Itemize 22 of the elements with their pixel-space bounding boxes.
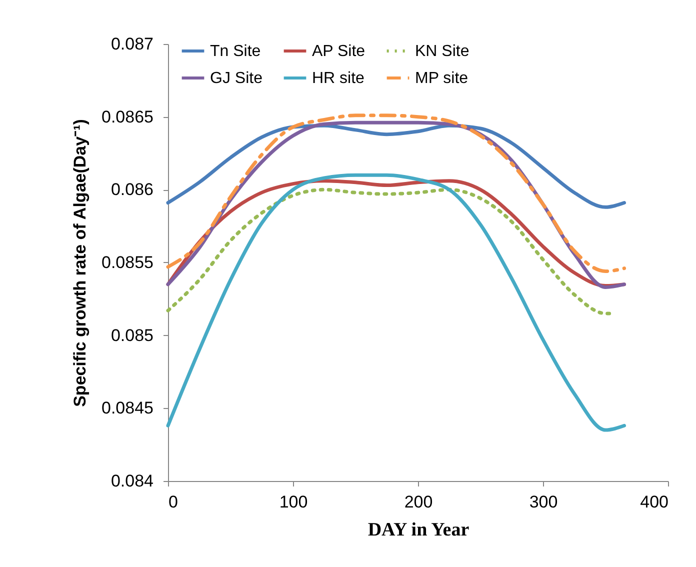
x-tick-label: 400	[640, 492, 668, 512]
line-series	[166, 173, 626, 432]
x-tick-label: 0	[168, 492, 178, 512]
y-tick-label: 0.087	[110, 34, 154, 54]
y-tick-label: 0.0865	[102, 107, 154, 126]
legend-label: HR site	[312, 70, 365, 87]
legend-label: GJ Site	[210, 70, 263, 87]
y-tick-label: 0.086	[110, 180, 154, 200]
x-tick-label: 100	[279, 492, 308, 512]
x-tick-label: 200	[404, 492, 433, 512]
y-tick-label: 0.085	[110, 326, 154, 345]
legend-label: Tn Site	[210, 43, 261, 60]
legend-label: AP Site	[312, 43, 366, 60]
y-tick-label: 0.084	[110, 472, 154, 490]
y-tick-label: 0.0845	[102, 398, 154, 418]
y-axis-title: Specific growth rate of Algae(Day⁻¹)	[70, 119, 90, 407]
y-tick-label: 0.0855	[102, 253, 154, 272]
legend-label: KN Site	[415, 43, 470, 60]
line-series	[166, 124, 626, 209]
legend-label: MP site	[415, 70, 468, 87]
x-axis-title: DAY in Year	[368, 520, 470, 540]
x-tick-label: 300	[529, 492, 558, 512]
